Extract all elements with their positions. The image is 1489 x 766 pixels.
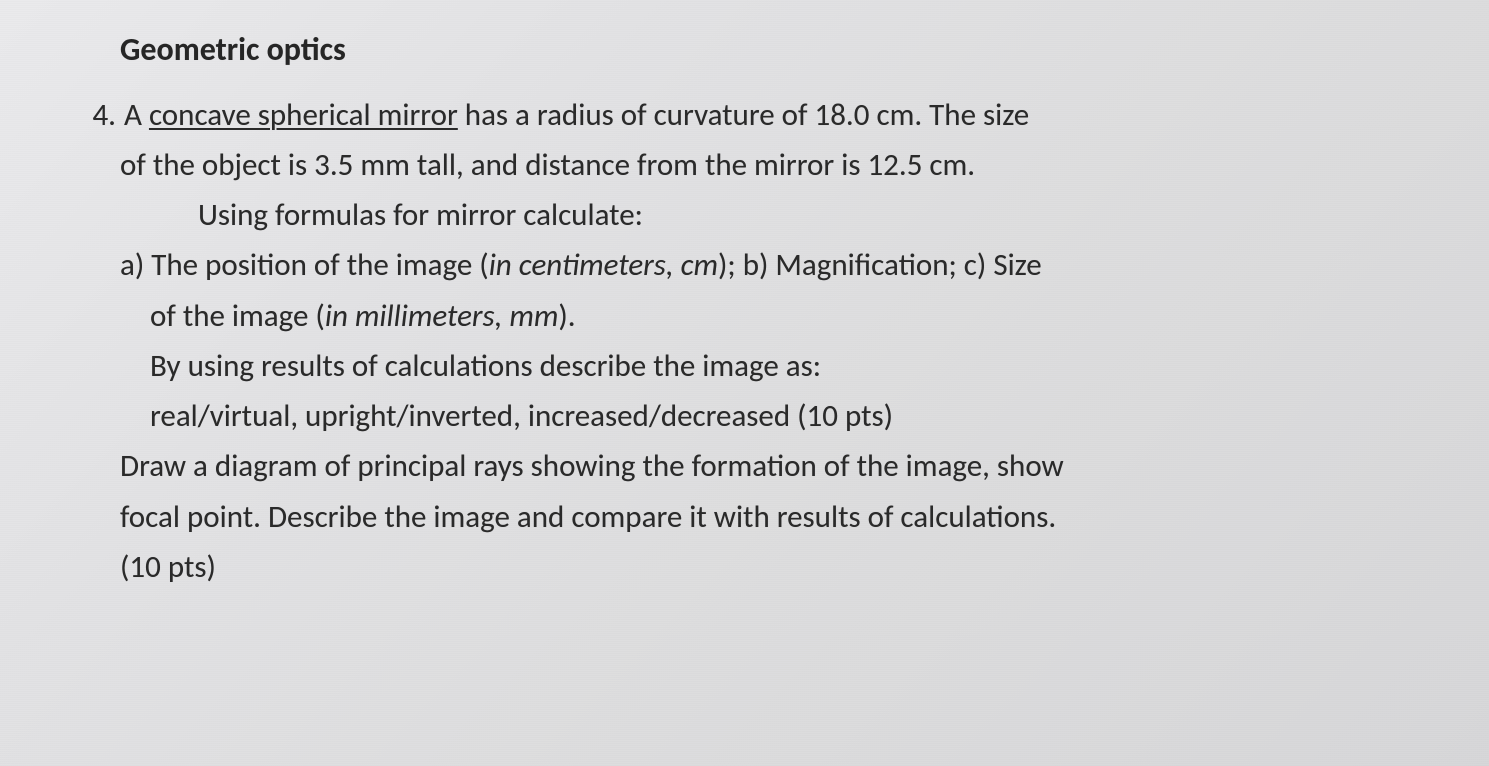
intro-text-1b: has a radius of curvature of 18.0 cm. Th… bbox=[458, 96, 1029, 134]
intro-text-1a: A bbox=[124, 96, 149, 134]
instruction-line: Using formulas for mirror calculate: bbox=[120, 190, 1436, 240]
describe-line-1: By using results of calculations describ… bbox=[120, 341, 1436, 391]
parts-line-1: a) The position of the image (in centime… bbox=[120, 240, 1436, 290]
part-c-suffix: ). bbox=[558, 297, 575, 335]
question-page: Geometric optics 4.A concave spherical m… bbox=[96, 24, 1436, 592]
section-heading: Geometric optics bbox=[120, 24, 1436, 76]
part-a-mid: ); b) Magnification; c) Size bbox=[718, 246, 1042, 284]
diagram-line-3: (10 pts) bbox=[120, 542, 1436, 592]
intro-line-2: of the object is 3.5 mm tall, and distan… bbox=[120, 140, 1436, 190]
part-a-italic: in centimeters, cm bbox=[489, 246, 718, 284]
question-number: 4. bbox=[86, 90, 124, 140]
part-c-italic: in millimeters, mm bbox=[325, 297, 559, 335]
intro-underlined: concave spherical mirror bbox=[149, 96, 458, 134]
diagram-line-2: focal point. Describe the image and comp… bbox=[120, 492, 1436, 542]
describe-line-2: real/virtual, upright/inverted, increase… bbox=[120, 391, 1436, 441]
parts-line-2: of the image (in millimeters, mm). bbox=[120, 291, 1436, 341]
intro-line-1: 4.A concave spherical mirror has a radiu… bbox=[120, 90, 1436, 140]
part-a-prefix: a) The position of the image ( bbox=[120, 240, 489, 290]
part-c-prefix: of the image ( bbox=[150, 297, 325, 335]
question-body: 4.A concave spherical mirror has a radiu… bbox=[120, 90, 1436, 592]
diagram-line-1: Draw a diagram of principal rays showing… bbox=[120, 441, 1436, 491]
